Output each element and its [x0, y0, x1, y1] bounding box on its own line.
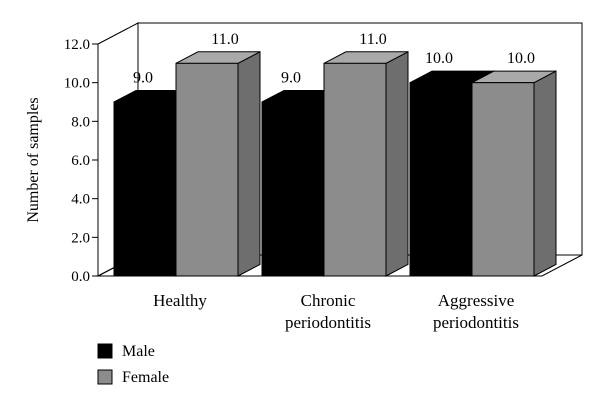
- y-tick-label: 0.0: [71, 269, 90, 285]
- legend-swatch-male: [97, 343, 113, 359]
- data-label: 10.0: [425, 50, 453, 67]
- legend-label-female: Female: [122, 369, 169, 386]
- bar-side-face: [533, 70, 557, 277]
- y-tick-label: 12.0: [64, 37, 90, 53]
- legend-swatch-female: [97, 369, 113, 385]
- y-tick-label: 8.0: [71, 114, 90, 130]
- y-axis-title: Number of samples: [25, 97, 42, 222]
- category-label: periodontitis: [433, 313, 519, 332]
- data-label: 9.0: [133, 69, 153, 86]
- category-label: Chronic: [301, 291, 356, 310]
- bar-female: [471, 82, 535, 277]
- bar-side-face: [385, 50, 409, 277]
- data-label: 10.0: [507, 50, 535, 67]
- data-label: 11.0: [211, 31, 238, 48]
- data-label: 9.0: [281, 69, 301, 86]
- bar-side-face: [237, 50, 261, 277]
- y-tick-label: 4.0: [71, 192, 90, 208]
- category-label: Healthy: [153, 291, 207, 310]
- data-label: 11.0: [359, 31, 386, 48]
- y-tick-label: 10.0: [64, 76, 90, 92]
- y-tick-label: 6.0: [71, 153, 90, 169]
- bar-female: [175, 62, 239, 277]
- bar-male: [261, 101, 325, 277]
- bar-male: [113, 101, 177, 277]
- category-label: periodontitis: [285, 313, 371, 332]
- category-label: Aggressive: [438, 291, 514, 310]
- bar-male: [409, 82, 473, 277]
- y-tick-label: 2.0: [71, 230, 90, 246]
- bar-female: [323, 62, 387, 277]
- legend-label-male: Male: [122, 343, 155, 360]
